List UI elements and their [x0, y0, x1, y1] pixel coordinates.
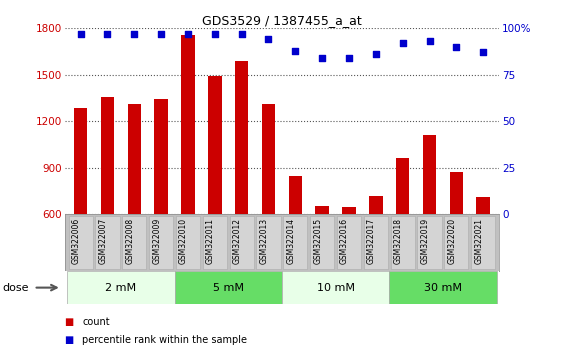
Point: [371, 51, 380, 57]
Bar: [67, 271, 174, 304]
Text: dose: dose: [3, 282, 29, 293]
Bar: [288, 176, 302, 214]
Bar: [282, 271, 389, 304]
Bar: [208, 76, 222, 214]
Text: percentile rank within the sample: percentile rank within the sample: [82, 335, 247, 345]
Text: GSM322015: GSM322015: [313, 218, 322, 264]
Text: GSM322014: GSM322014: [286, 218, 295, 264]
Text: GSM322018: GSM322018: [394, 218, 403, 264]
Bar: [389, 271, 496, 304]
Point: [183, 31, 192, 37]
Text: GSM322009: GSM322009: [152, 218, 161, 264]
Bar: [262, 104, 275, 214]
Text: ■: ■: [65, 335, 73, 345]
FancyBboxPatch shape: [122, 216, 146, 269]
Text: GSM322012: GSM322012: [233, 218, 242, 264]
Point: [210, 31, 219, 37]
Bar: [235, 61, 249, 214]
FancyBboxPatch shape: [229, 216, 254, 269]
FancyBboxPatch shape: [68, 216, 93, 269]
Bar: [181, 34, 195, 214]
FancyBboxPatch shape: [471, 216, 495, 269]
Point: [76, 31, 85, 37]
Text: GSM322020: GSM322020: [447, 218, 456, 264]
Point: [452, 44, 461, 50]
FancyBboxPatch shape: [203, 216, 227, 269]
FancyBboxPatch shape: [337, 216, 361, 269]
FancyBboxPatch shape: [283, 216, 307, 269]
Bar: [101, 97, 114, 214]
FancyBboxPatch shape: [95, 216, 119, 269]
Point: [291, 48, 300, 53]
Text: count: count: [82, 317, 110, 327]
Text: GSM322010: GSM322010: [179, 218, 188, 264]
Bar: [315, 206, 329, 214]
Point: [425, 39, 434, 44]
Text: GSM322013: GSM322013: [260, 218, 269, 264]
Point: [157, 31, 165, 37]
FancyBboxPatch shape: [149, 216, 173, 269]
FancyBboxPatch shape: [176, 216, 200, 269]
Text: GSM322007: GSM322007: [99, 218, 108, 264]
FancyBboxPatch shape: [310, 216, 334, 269]
Text: 5 mM: 5 mM: [213, 282, 243, 293]
Text: GSM322017: GSM322017: [367, 218, 376, 264]
Bar: [154, 99, 168, 214]
Text: GSM322006: GSM322006: [72, 218, 81, 264]
FancyBboxPatch shape: [417, 216, 442, 269]
Bar: [369, 195, 383, 214]
Text: 2 mM: 2 mM: [105, 282, 136, 293]
Point: [318, 55, 327, 61]
Text: GSM322021: GSM322021: [474, 218, 483, 264]
Bar: [127, 104, 141, 214]
Text: GSM322019: GSM322019: [421, 218, 430, 264]
FancyBboxPatch shape: [390, 216, 415, 269]
Point: [130, 31, 139, 37]
Point: [264, 37, 273, 42]
Bar: [342, 207, 356, 214]
Text: GSM322011: GSM322011: [206, 218, 215, 264]
Point: [103, 31, 112, 37]
Bar: [423, 135, 436, 214]
FancyBboxPatch shape: [256, 216, 280, 269]
Bar: [174, 271, 282, 304]
Point: [344, 55, 353, 61]
Bar: [74, 108, 88, 214]
Text: GDS3529 / 1387455_a_at: GDS3529 / 1387455_a_at: [202, 14, 362, 27]
Bar: [449, 172, 463, 214]
Point: [237, 31, 246, 37]
Text: GSM322016: GSM322016: [340, 218, 349, 264]
Text: GSM322008: GSM322008: [125, 218, 134, 264]
Text: 10 mM: 10 mM: [316, 282, 355, 293]
Text: 30 mM: 30 mM: [424, 282, 462, 293]
FancyBboxPatch shape: [444, 216, 468, 269]
Text: ■: ■: [65, 317, 73, 327]
Bar: [396, 158, 410, 214]
Bar: [476, 197, 490, 214]
FancyBboxPatch shape: [364, 216, 388, 269]
Point: [398, 40, 407, 46]
Point: [479, 50, 488, 55]
